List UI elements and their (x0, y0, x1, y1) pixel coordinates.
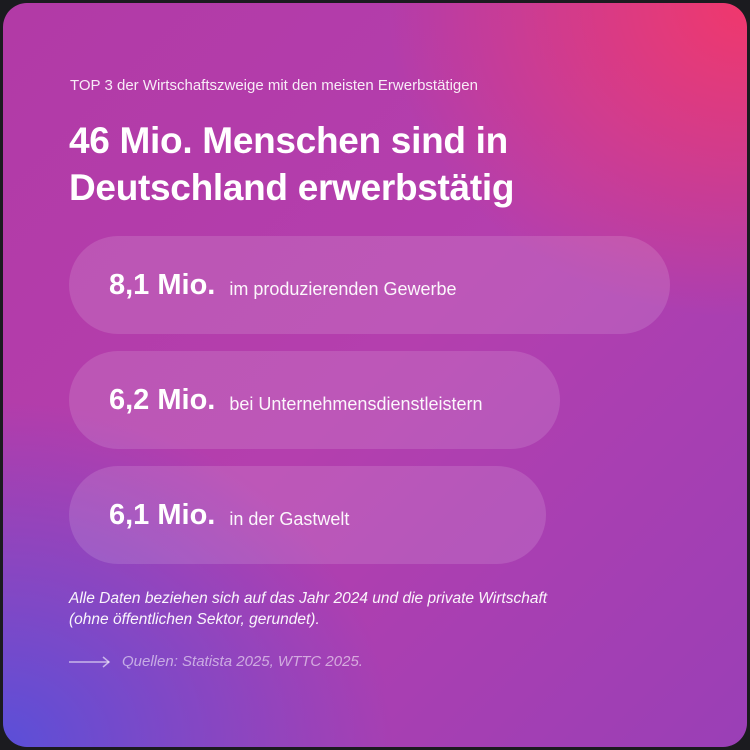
stat-label: in der Gastwelt (229, 508, 350, 529)
sources: Quellen: Statista 2025, WTTC 2025. (68, 653, 363, 670)
stat-pill-1: 8,1 Mio. im produzierenden Gewerbe (69, 236, 670, 334)
stat-label: im produzierenden Gewerbe (229, 278, 457, 299)
subtitle: TOP 3 der Wirtschaftszweige mit den meis… (70, 77, 478, 94)
footnote-line-2: (ohne öffentlichen Sektor, gerundet). (69, 611, 320, 628)
stat-value: 6,1 Mio. (109, 498, 216, 531)
headline-line-1: 46 Mio. Menschen sind in (69, 120, 508, 161)
sources-text: Quellen: Statista 2025, WTTC 2025. (122, 653, 363, 670)
infographic-card: TOP 3 der Wirtschaftszweige mit den meis… (3, 3, 747, 747)
headline-line-2: Deutschland erwerbstätig (69, 167, 515, 208)
stat-value: 6,2 Mio. (109, 383, 216, 416)
footnote-line-1: Alle Daten beziehen sich auf das Jahr 20… (69, 590, 548, 607)
footnote: Alle Daten beziehen sich auf das Jahr 20… (69, 588, 629, 630)
stat-pill-2: 6,2 Mio. bei Unternehmensdienstleistern (69, 351, 560, 449)
stat-value: 8,1 Mio. (109, 268, 216, 301)
stat-label: bei Unternehmensdienstleistern (229, 393, 483, 414)
stat-pill-3: 6,1 Mio. in der Gastwelt (69, 466, 546, 564)
headline: 46 Mio. Menschen sind in Deutschland erw… (69, 117, 669, 211)
arrow-right-icon (69, 655, 111, 668)
